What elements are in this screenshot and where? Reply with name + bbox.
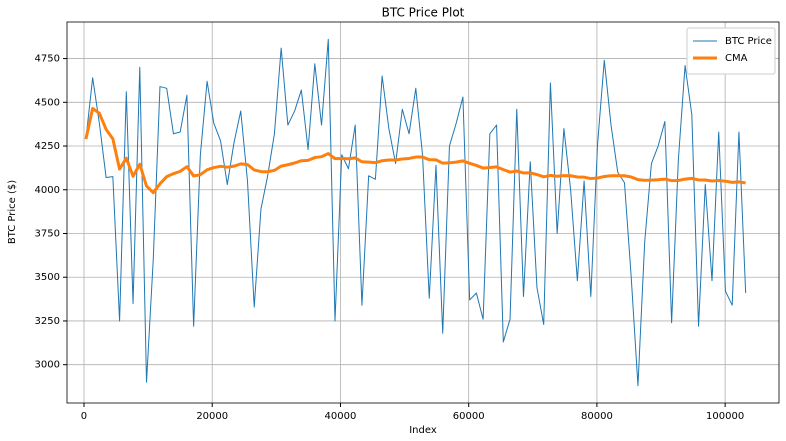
- legend-box: [686, 27, 776, 75]
- line-series: [84, 106, 746, 195]
- line-series: [85, 38, 747, 387]
- x-tick-label: 20000: [196, 411, 228, 422]
- y-tick-label: 4250: [35, 141, 60, 152]
- x-tick-label: 60000: [453, 411, 485, 422]
- y-tick-label: 3500: [35, 272, 60, 283]
- y-tick-label: 4500: [35, 97, 60, 108]
- chart-title: BTC Price Plot: [382, 6, 465, 20]
- y-tick-label: 3250: [35, 316, 60, 327]
- y-tick-label: 4000: [35, 185, 60, 196]
- plot-frame: [66, 21, 780, 404]
- y-tick-label: 4750: [35, 54, 60, 65]
- x-tick-label: 100000: [706, 411, 744, 422]
- x-tick-label: 80000: [581, 411, 613, 422]
- legend-label: BTC Price: [725, 36, 772, 47]
- legend-label: CMA: [725, 53, 748, 64]
- y-axis-label: BTC Price ($): [7, 180, 18, 244]
- x-axis-label: Index: [409, 425, 437, 436]
- x-tick-label: 40000: [325, 411, 357, 422]
- y-tick-label: 3000: [35, 360, 60, 371]
- y-tick-label: 3750: [35, 228, 60, 239]
- x-tick-label: 0: [81, 411, 87, 422]
